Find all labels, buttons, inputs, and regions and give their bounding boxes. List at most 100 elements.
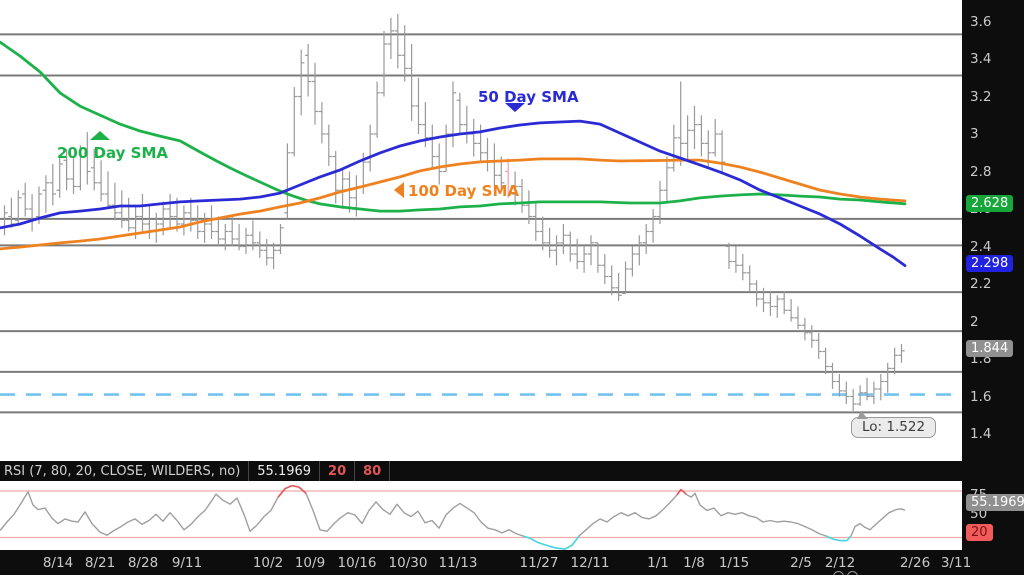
- ohlc-bar: [91, 149, 98, 191]
- ohlc-bar: [539, 216, 546, 251]
- sma-50-line: [0, 119, 907, 268]
- ohlc-bar: [291, 87, 298, 157]
- rsi-extreme-segment: [571, 535, 580, 546]
- ohlc-bar: [698, 115, 705, 157]
- ohlc-bar: [587, 235, 595, 266]
- date-tick-label: 10/30: [388, 555, 428, 571]
- ohlc-bar: [215, 216, 222, 247]
- sma50-price-badge: 2.298: [966, 255, 1014, 272]
- ohlc-bar: [601, 254, 608, 284]
- ohlc-bar: [415, 77, 422, 134]
- price-tick-label: 3.4: [970, 51, 992, 67]
- ohlc-bar: [767, 291, 774, 316]
- ohlc-bar: [739, 254, 746, 281]
- rsi-extreme-segment: [298, 486, 307, 494]
- ohlc-bar: [15, 190, 22, 224]
- low-price-tooltip: Lo: 1.522: [851, 411, 937, 438]
- sma-100-line: [0, 157, 907, 251]
- rsi-current-value: 55.1969: [249, 461, 321, 481]
- rsi-oversold-level-badge: 20: [966, 524, 993, 541]
- ohlc-bar: [373, 81, 381, 138]
- sma200-price-badge: 2.628: [966, 195, 1014, 212]
- date-tick-label: 11/13: [438, 555, 478, 571]
- ohlc-bar: [401, 25, 408, 82]
- rsi-chart-panel[interactable]: [0, 481, 962, 550]
- rsi-extreme-segment: [846, 535, 852, 542]
- ohlc-bar: [760, 287, 767, 313]
- ohlc-bar: [380, 30, 388, 97]
- ohlc-bar: [615, 272, 622, 301]
- ohlc-bar: [546, 227, 553, 258]
- ohlc-bar: [222, 224, 229, 251]
- price-tick-label: 1.4: [970, 426, 992, 442]
- ohlc-bar: [518, 179, 526, 213]
- rsi-extreme-segment: [550, 546, 559, 550]
- sma-100-label: 100 Day SMA: [408, 182, 519, 200]
- rsi-indicator-header[interactable]: RSI (7, 80, 20, CLOSE, WILDERS, no) 55.1…: [0, 461, 962, 481]
- ohlc-bar: [594, 242, 602, 273]
- price-tick-label: 2: [970, 313, 979, 330]
- ohlc-bar: [104, 171, 112, 209]
- rsi-settings-label: RSI (7, 80, 20, CLOSE, WILDERS, no): [0, 461, 250, 481]
- ohlc-bar: [111, 182, 119, 221]
- price-tick-label: 1.6: [970, 388, 992, 405]
- ohlc-bar: [801, 317, 809, 341]
- ohlc-bar: [863, 377, 871, 401]
- price-tick-label: 2.2: [970, 276, 992, 292]
- ohlc-bar: [353, 175, 360, 217]
- ohlc-bar: [63, 149, 70, 191]
- ohlc-bar: [553, 235, 560, 266]
- ohlc-bar: [774, 295, 781, 318]
- ohlc-bar: [470, 119, 477, 157]
- ohlc-bar: [560, 224, 567, 254]
- time-axis[interactable]: 8/14 8/21 8/28 9/11 10/2 10/9 10/16 10/30 11/13 1…: [0, 550, 1024, 575]
- ohlc-bar: [580, 246, 588, 273]
- ohlc-bar: [187, 197, 194, 232]
- ohlc-bar: [636, 235, 643, 266]
- ohlc-bar: [208, 205, 215, 239]
- ohlc-bar: [42, 175, 50, 213]
- ohlc-bar: [712, 119, 719, 157]
- ohlc-bar: [732, 246, 740, 273]
- price-chart-svg[interactable]: 200 Day SMA 50 Day SMA 100 Day SMA: [0, 0, 962, 461]
- date-tick-label: 2/5: [790, 555, 812, 571]
- ohlc-bar: [153, 212, 160, 243]
- date-tick-label: 8/28: [127, 555, 159, 571]
- date-tick-label: 2/26: [899, 555, 931, 571]
- ohlc-bar: [829, 362, 836, 389]
- sma-50-label: 50 Day SMA: [478, 88, 579, 106]
- ohlc-bar: [332, 150, 339, 204]
- ohlc-bar: [670, 124, 677, 172]
- ohlc-bar: [311, 62, 319, 125]
- date-tick-label: 8/14: [42, 555, 74, 571]
- date-tick-label: 1/8: [683, 555, 705, 571]
- ohlc-bar: [394, 14, 401, 69]
- date-tick-label: 10/9: [294, 555, 326, 571]
- price-axis[interactable]: 3.63.43.232.82.62.42.221.81.61.475502.62…: [962, 0, 1024, 550]
- ohlc-bar: [753, 280, 760, 307]
- ohlc-bar: [808, 325, 815, 348]
- ohlc-bar: [574, 239, 581, 269]
- ohlc-bar: [870, 381, 878, 404]
- ohlc-bar: [249, 220, 257, 251]
- rsi-extreme-segment: [529, 537, 538, 543]
- rsi-overbought-setting: 80: [355, 461, 391, 481]
- ohlc-bar: [663, 156, 671, 202]
- ohlc-bar: [84, 132, 91, 185]
- ohlc-bar: [822, 347, 829, 374]
- ohlc-bar: [49, 164, 56, 206]
- date-tick-label: 2/12: [824, 555, 856, 571]
- sma-200-line: [0, 40, 907, 213]
- price-chart-panel[interactable]: 200 Day SMA 50 Day SMA 100 Day SMA: [0, 0, 962, 461]
- rsi-chart-svg[interactable]: [0, 481, 962, 550]
- ohlc-bar: [877, 374, 884, 401]
- ohlc-bar: [677, 81, 684, 166]
- ohlc-bar: [856, 385, 864, 406]
- ohlc-bar: [318, 102, 326, 144]
- ohlc-bar: [525, 190, 533, 224]
- ohlc-bar: [97, 160, 105, 202]
- ohlc-bar: [339, 167, 346, 209]
- ohlc-bar: [408, 44, 415, 121]
- date-tick-label: 9/11: [171, 555, 203, 571]
